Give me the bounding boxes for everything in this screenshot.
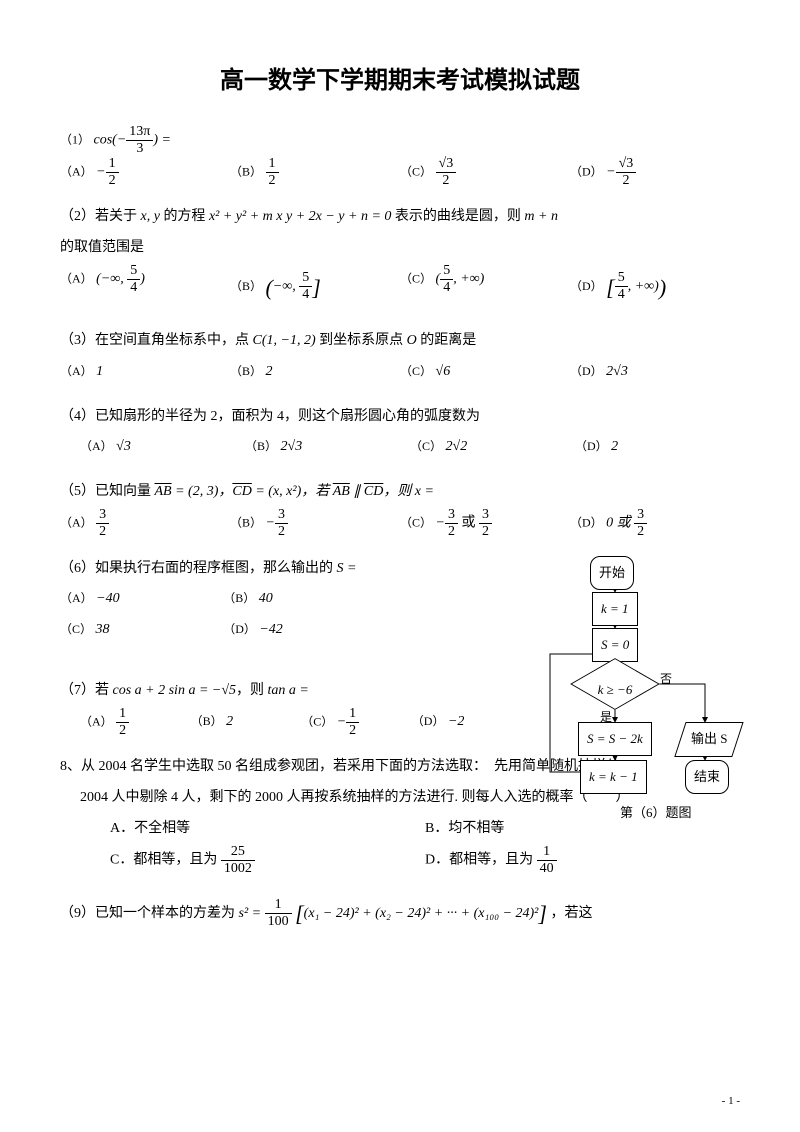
question-4: （4）已知扇形的半径为 2，面积为 4，则这个扇形圆心角的弧度数为 （A） √3… [60, 402, 740, 464]
question-3: （3）在空间直角坐标系中，点 C(1, −1, 2) 到坐标系原点 O 的距离是… [60, 326, 740, 388]
fc-no: 否 [660, 666, 672, 692]
fc-ssk: S = S − 2k [578, 722, 652, 757]
q1-label: （1） [60, 133, 90, 147]
exam-page: 高一数学下学期期末考试模拟试题 （1） cos(−13π3) = （A） −12… [0, 0, 800, 973]
fc-k1: k = 1 [592, 592, 638, 627]
fc-start: 开始 [590, 556, 634, 591]
fc-s0: S = 0 [592, 628, 638, 663]
fc-out: 输出 S [674, 722, 744, 757]
question-6: （6）如果执行右面的程序框图，那么输出的 S = （A） −40 （B） 40 … [60, 554, 740, 646]
fc-kk1: k = k − 1 [580, 760, 647, 795]
page-number: - 1 - [722, 1095, 740, 1107]
question-1: （1） cos(−13π3) = （A） −12 （B） 12 （C） √32 … [60, 125, 740, 188]
flowchart: 开始 k = 1 S = 0 k ≥ −6 是 否 S = S − 2k k =… [530, 554, 750, 874]
question-5: （5）已知向量 AB = (2, 3)，CD = (x, x²)，若 AB ∥ … [60, 477, 740, 539]
fc-end: 结束 [685, 760, 729, 795]
question-2: （2）若关于 x, y 的方程 x² + y² + m x y + 2x − y… [60, 202, 740, 312]
fc-caption: 第（6）题图 [620, 799, 692, 828]
q1-stem: cos(− [94, 133, 127, 148]
question-9: （9）已知一个样本的方差为 s² = 1100 [(x₁ − 24)² + (x… [60, 890, 740, 938]
page-title: 高一数学下学期期末考试模拟试题 [60, 60, 740, 95]
question-7: （7）若 cos a + 2 sin a = −√5，则 tan a = （A）… [60, 676, 522, 738]
fc-cond: k ≥ −6 [580, 666, 650, 702]
